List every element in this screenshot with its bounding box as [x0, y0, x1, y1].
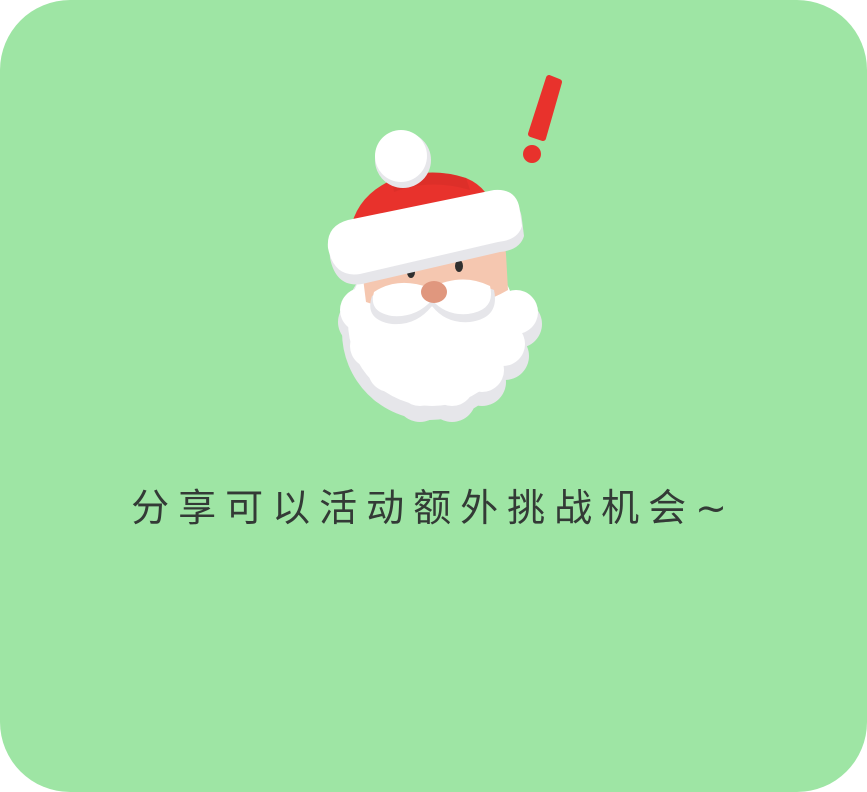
santa-claus-icon — [327, 130, 542, 422]
santa-illustration — [327, 75, 562, 422]
share-message-text: 分享可以活动额外挑战机会~ — [131, 486, 736, 530]
exclamation-icon — [523, 75, 562, 163]
